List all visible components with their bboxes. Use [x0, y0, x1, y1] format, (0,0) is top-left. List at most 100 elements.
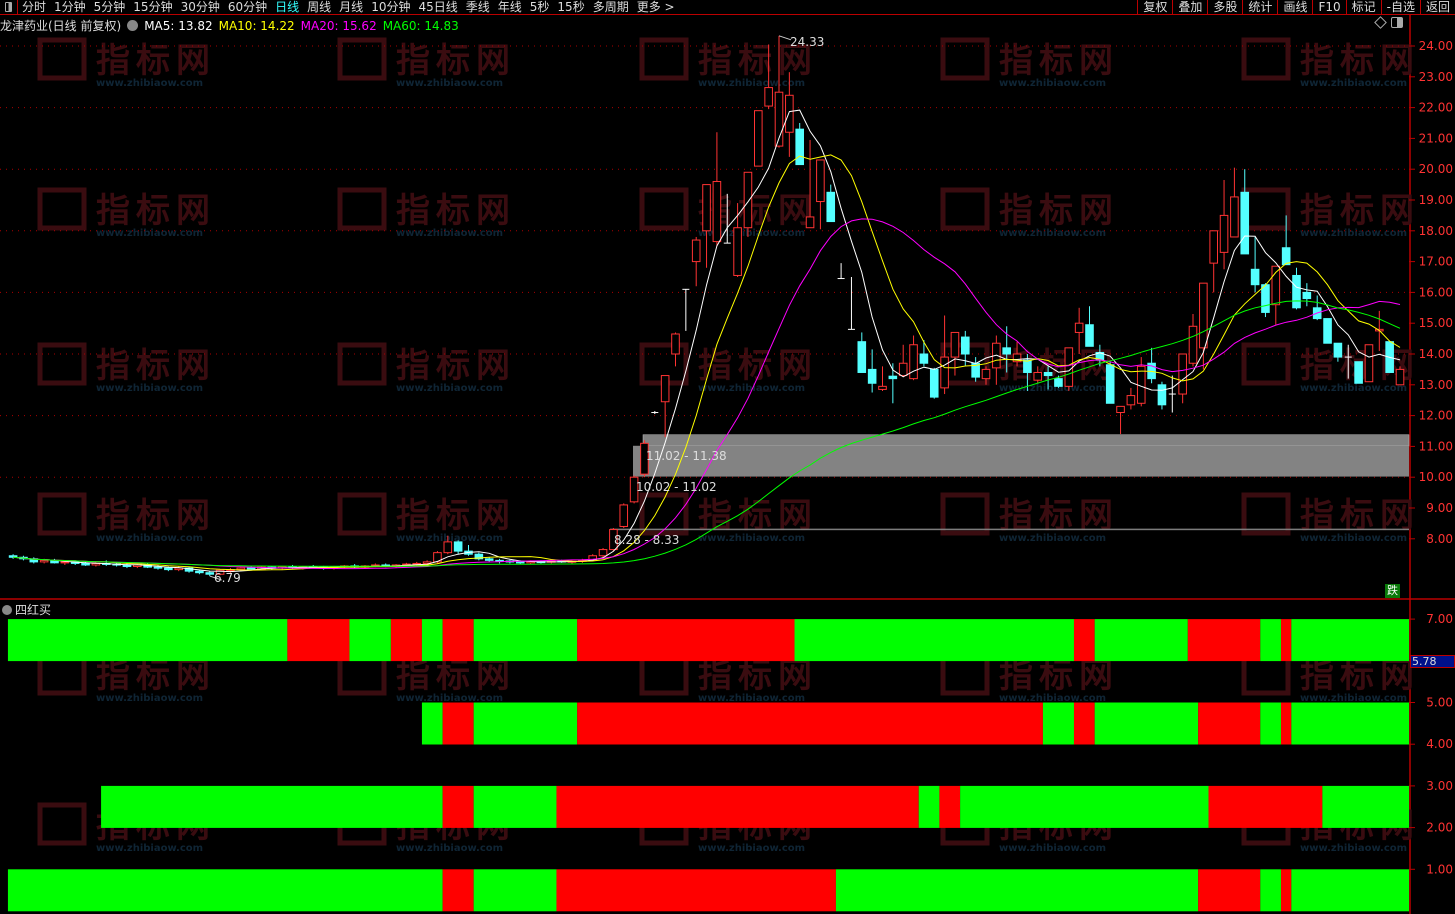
signal-bar-green — [7, 619, 288, 662]
candle-down — [1261, 284, 1270, 313]
watermark-url: www.zhibiaow.com — [999, 533, 1106, 544]
tab-period[interactable]: 月线 — [339, 0, 364, 14]
candle-up — [1033, 371, 1043, 381]
tab-period[interactable]: 年线 — [497, 0, 522, 14]
y-tick-label: 24.00 — [1419, 39, 1453, 53]
candle-down — [484, 558, 494, 561]
watermark-text: 指标网 — [96, 346, 216, 386]
high-marker — [778, 35, 792, 41]
toolbar-button[interactable]: 统计 — [1242, 0, 1277, 14]
y-tick-label: 14.00 — [1419, 347, 1453, 361]
candle-down — [8, 555, 18, 558]
y-tick-label: 9.00 — [1426, 501, 1453, 515]
tab-period[interactable]: 15分钟 — [133, 0, 173, 14]
watermark-url: www.zhibiaow.com — [96, 843, 203, 854]
candle-up — [733, 227, 742, 276]
zone-label-1: 11.02 - 11.38 — [646, 449, 727, 463]
tab-period[interactable]: 30分钟 — [180, 0, 220, 14]
toolbar-button[interactable]: F10 — [1312, 0, 1345, 14]
tab-period[interactable]: 1分钟 — [54, 0, 86, 14]
watermark-text: 指标网 — [96, 496, 216, 536]
tab-period[interactable]: 5分钟 — [93, 0, 126, 14]
candle-up — [660, 375, 670, 403]
watermark-logo-icon — [37, 187, 87, 231]
diamond-icon[interactable] — [1374, 16, 1387, 29]
candle-up — [743, 171, 753, 229]
ma60-value: MA60: 14.83 — [382, 18, 459, 33]
signal-bar-red — [1073, 619, 1095, 662]
tab-period[interactable]: 多周期 — [592, 0, 629, 14]
watermark-text: 指标网 — [999, 41, 1119, 81]
toolbar-button[interactable]: 标记 — [1345, 0, 1381, 14]
candle-up — [1188, 325, 1198, 364]
signal-bar-red — [442, 869, 474, 912]
tab-period[interactable]: 周线 — [307, 0, 332, 14]
tab-period[interactable]: 季线 — [465, 0, 490, 14]
candle-down — [1292, 274, 1301, 309]
tab-period[interactable]: 分时 — [22, 0, 47, 14]
watermark-url: www.zhibiaow.com — [698, 533, 805, 544]
signal-bar-red — [939, 785, 961, 828]
toolbar-button[interactable]: 复权 — [1137, 0, 1172, 14]
watermark-logo-icon — [1241, 187, 1291, 231]
signal-bar-red — [442, 702, 474, 745]
watermark-url: www.zhibiaow.com — [396, 843, 503, 854]
candle-down — [1023, 359, 1032, 373]
y-tick-label: 21.00 — [1419, 131, 1453, 145]
watermark-url: www.zhibiaow.com — [1300, 533, 1407, 544]
signal-bar-red — [556, 785, 919, 828]
legend-options-icon[interactable] — [127, 20, 139, 31]
candle-down — [795, 128, 805, 166]
toolbar-button[interactable]: 多股 — [1207, 0, 1242, 14]
toolbar-button[interactable]: 返回 — [1419, 0, 1455, 14]
tab-period[interactable]: 更多 > — [636, 0, 675, 14]
ma20-value: MA20: 15.62 — [300, 18, 377, 33]
candle-down — [1281, 247, 1291, 266]
watermark-url: www.zhibiaow.com — [396, 228, 503, 239]
y-tick-label: 19.00 — [1419, 193, 1453, 207]
tab-period[interactable]: 60分钟 — [227, 0, 268, 14]
indicator-options-icon[interactable] — [2, 604, 12, 615]
watermark-url: www.zhibiaow.com — [698, 843, 805, 854]
watermark-url: www.zhibiaow.com — [1300, 383, 1407, 394]
toolbar-button[interactable]: 画线 — [1277, 0, 1312, 14]
indicator-tick-label: 1.00 — [1426, 862, 1453, 876]
signal-bar-red — [1280, 619, 1292, 662]
panel-icon[interactable] — [1391, 17, 1403, 28]
candle-down — [1105, 364, 1115, 404]
watermark-logo-icon — [337, 187, 387, 231]
candle-up — [1074, 322, 1084, 333]
tab-period[interactable]: 45日线 — [418, 0, 458, 14]
toolbar-button[interactable]: -自选 — [1380, 0, 1420, 14]
panel-toggle-button[interactable] — [0, 0, 18, 14]
watermark-text: 指标网 — [1300, 656, 1420, 696]
candle-down — [1302, 291, 1312, 300]
candle-down — [1354, 361, 1363, 384]
tab-period[interactable]: 5秒 — [529, 0, 550, 14]
tab-period[interactable]: 日线 — [275, 0, 300, 14]
toolbar-button[interactable]: 叠加 — [1172, 0, 1207, 14]
signal-bar-green — [960, 785, 1209, 828]
panel-icon — [5, 2, 12, 12]
candle-up — [785, 94, 794, 133]
watermark-text: 指标网 — [396, 496, 516, 536]
candle-down — [1250, 268, 1260, 286]
watermark-logo-icon — [940, 187, 990, 231]
watermark-url: www.zhibiaow.com — [96, 78, 203, 89]
watermark-url: www.zhibiaow.com — [1300, 843, 1407, 854]
tab-period[interactable]: 10分钟 — [371, 0, 411, 14]
y-tick-label: 16.00 — [1419, 285, 1453, 299]
watermark-logo-icon — [639, 187, 689, 231]
watermark-text: 指标网 — [96, 656, 216, 696]
tab-period[interactable]: 15秒 — [557, 0, 585, 14]
zone-label-2: 10.02 - 11.02 — [636, 480, 717, 494]
candle-up — [898, 362, 908, 377]
watermark-logo-icon — [37, 802, 87, 846]
y-tick-label: 11.00 — [1419, 439, 1453, 453]
